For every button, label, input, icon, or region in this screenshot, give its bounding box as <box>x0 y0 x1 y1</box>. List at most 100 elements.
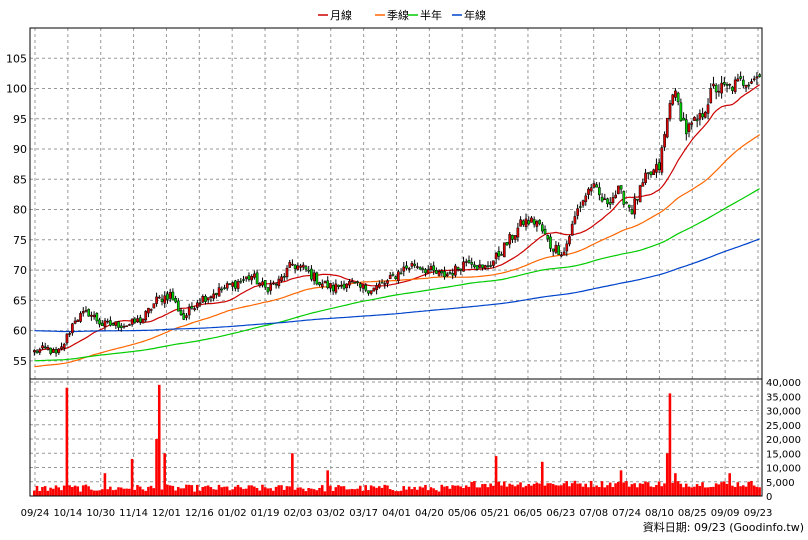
candle-body <box>636 198 639 201</box>
candle-body <box>402 266 406 272</box>
candle-body <box>407 268 411 270</box>
candle-body <box>752 78 756 81</box>
volume-bar <box>323 491 327 496</box>
candlestick <box>695 114 699 128</box>
volume-bar <box>486 487 490 496</box>
candle-body <box>388 275 392 279</box>
candlestick <box>435 267 438 274</box>
candle-body <box>43 346 47 349</box>
candlestick <box>709 83 713 104</box>
volume-bar <box>709 486 712 496</box>
volume-bar <box>100 489 104 496</box>
candle-body <box>524 218 528 227</box>
candlestick <box>274 282 278 289</box>
candle-body <box>372 287 376 292</box>
candle-body <box>187 306 191 316</box>
candle-body <box>435 269 438 274</box>
candlestick <box>130 318 134 327</box>
volume-bar <box>380 487 384 496</box>
candle-body <box>234 280 237 289</box>
candlestick <box>508 232 512 249</box>
volume-bar <box>489 483 492 496</box>
price-tick-label: 105 <box>6 52 27 65</box>
price-tick-label: 65 <box>13 294 27 307</box>
candle-body <box>521 220 525 225</box>
volume-bar <box>712 486 715 496</box>
candle-body <box>100 322 104 327</box>
candle-body <box>530 217 533 223</box>
volume-bar <box>676 481 680 496</box>
candle-body <box>714 84 718 93</box>
volume-bar <box>595 485 598 496</box>
candle-body <box>119 325 123 328</box>
candlestick <box>339 280 343 289</box>
candle-body <box>375 285 378 290</box>
candle-body <box>291 263 294 266</box>
candlestick <box>399 268 403 275</box>
candle-body <box>445 273 449 276</box>
volume-bar <box>492 485 495 496</box>
date-tick-label: 05/06 <box>448 508 477 519</box>
volume-bar <box>630 484 634 496</box>
candle-body <box>106 320 110 323</box>
volume-bar <box>310 488 313 496</box>
candlestick <box>353 281 357 284</box>
candle-body <box>486 265 490 268</box>
candle-body <box>570 223 574 236</box>
volume-bar <box>236 484 240 496</box>
candlestick <box>674 88 677 101</box>
candlestick <box>747 81 751 90</box>
candle-body <box>473 264 476 268</box>
volume-bar <box>114 489 118 496</box>
volume-bar <box>739 486 742 496</box>
volume-bar <box>478 487 482 496</box>
candle-body <box>502 242 506 258</box>
volume-bar <box>391 490 395 496</box>
candlestick <box>407 266 411 273</box>
volume-bar <box>603 487 607 496</box>
volume-bar <box>405 489 408 496</box>
candlestick <box>712 76 715 89</box>
volume-bar <box>274 486 278 496</box>
candle-body <box>720 82 723 94</box>
volume-bar <box>502 481 506 496</box>
candlestick <box>402 262 406 277</box>
date-tick-label: 12/16 <box>185 508 214 519</box>
candlestick <box>432 261 436 275</box>
candle-body <box>706 104 710 114</box>
candle-body <box>57 348 61 353</box>
volume-bar <box>231 489 234 496</box>
candlestick <box>535 219 539 232</box>
volume-bar <box>81 485 85 496</box>
legend-label-yearly: 年線 <box>464 8 486 22</box>
candle-body <box>282 275 286 278</box>
volume-bar <box>122 488 126 496</box>
volume-bar <box>152 488 156 496</box>
candle-body <box>337 284 340 287</box>
candle-body <box>646 172 650 174</box>
candle-body <box>323 281 327 284</box>
volume-bar <box>195 484 199 496</box>
volume-bar <box>250 485 253 496</box>
volume-bar <box>399 490 403 496</box>
volume-bar <box>440 484 444 496</box>
candle-body <box>690 122 694 125</box>
candle-body <box>712 83 715 87</box>
price-tick-label: 95 <box>13 113 27 126</box>
volume-bar <box>138 486 142 496</box>
candlestick <box>318 281 321 287</box>
candlestick <box>334 279 338 295</box>
volume-bar <box>695 484 699 496</box>
candle-body <box>220 288 224 291</box>
candlestick <box>117 321 120 331</box>
candlestick <box>163 291 167 308</box>
candlestick <box>111 322 115 326</box>
volume-bar <box>358 485 362 496</box>
candlestick <box>348 278 351 289</box>
candle-body <box>562 251 566 256</box>
candlestick <box>625 201 628 204</box>
candlestick <box>269 279 273 295</box>
volume-bar <box>149 485 153 496</box>
candlestick <box>540 221 544 234</box>
candle-body <box>215 292 218 295</box>
